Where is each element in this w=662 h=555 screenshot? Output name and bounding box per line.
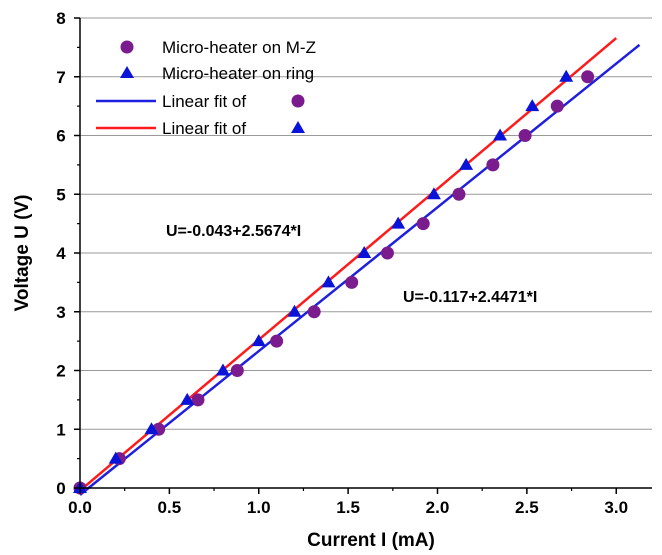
grid-lines [80, 17, 652, 430]
x-ticks: 0.0 0.5 1.0 1.5 2.0 2.5 3.0 [68, 488, 628, 517]
point-mz-3 [191, 393, 205, 407]
legend-label-fit-mz: Linear fit of [162, 92, 246, 111]
x-tick-label-3: 1.5 [336, 498, 360, 517]
fit-equation-mz: U=-0.117+2.4471*I [403, 289, 537, 306]
point-mz-9 [416, 217, 430, 231]
y-tick-label-8: 8 [56, 9, 65, 28]
point-ring-4 [216, 363, 230, 376]
point-ring-11 [459, 157, 474, 170]
y-tick-label-7: 7 [56, 68, 65, 87]
fit-lines [79, 37, 641, 496]
point-ring-8 [357, 246, 372, 258]
y-axis-title: Voltage U (V) [12, 195, 33, 312]
axes: 0.0 0.5 1.0 1.5 2.0 2.5 3.0 0 1 2 3 4 5 6 7 8 [56, 9, 652, 517]
y-tick-label-0: 0 [56, 479, 65, 498]
point-ring-6 [287, 304, 302, 317]
legend-marker-ring [120, 66, 134, 78]
point-mz-8 [380, 246, 394, 260]
point-mz-5 [270, 334, 284, 348]
legend-label-fit-ring: Linear fit of [162, 119, 246, 138]
point-ring-1 [108, 451, 123, 464]
legend-marker-mz [120, 40, 134, 54]
fit-equation-ring: U=-0.043+2.5674*I [166, 223, 301, 240]
point-ring-10 [426, 187, 441, 200]
point-ring-12 [493, 128, 508, 141]
legend-fit-marker-mz [291, 94, 305, 108]
x-axis-title: Current I (mA) [307, 530, 435, 551]
point-ring-3 [180, 392, 195, 405]
point-mz-6 [307, 305, 321, 319]
y-tick-label-3: 3 [56, 303, 65, 322]
point-ring-5 [251, 334, 266, 347]
fit-line-0 [79, 43, 641, 496]
y-ticks: 0 1 2 3 4 5 6 7 8 [56, 9, 80, 498]
legend: Micro-heater on M-Z Micro-heater on ring… [96, 38, 316, 138]
y-tick-label-4: 4 [56, 244, 66, 263]
point-ring-7 [321, 275, 336, 288]
legend-label-ring: Micro-heater on ring [162, 64, 314, 83]
y-tick-label-5: 5 [56, 185, 65, 204]
legend-fit-marker-ring [291, 121, 305, 133]
x-tick-label-1: 0.5 [158, 498, 182, 517]
point-mz-10 [452, 187, 466, 201]
point-mz-14 [581, 70, 595, 84]
y-tick-label-2: 2 [56, 362, 65, 381]
point-ring-13 [525, 99, 540, 112]
point-ring-9 [391, 216, 406, 229]
point-mz-13 [550, 99, 564, 113]
data-points [73, 69, 595, 495]
point-ring-2 [144, 422, 159, 435]
x-tick-label-5: 2.5 [515, 498, 539, 517]
y-tick-label-6: 6 [56, 127, 65, 146]
x-tick-label-2: 1.0 [247, 498, 271, 517]
x-tick-label-0: 0.0 [68, 498, 92, 517]
point-mz-11 [486, 158, 500, 172]
x-tick-label-6: 3.0 [604, 498, 628, 517]
point-mz-7 [345, 275, 359, 289]
x-tick-label-4: 2.0 [426, 498, 450, 517]
y-tick-label-1: 1 [56, 420, 65, 439]
legend-label-mz: Micro-heater on M-Z [162, 38, 316, 57]
fit-line-1 [79, 37, 618, 492]
point-ring-14 [559, 69, 574, 82]
point-mz-12 [518, 129, 532, 142]
point-mz-4 [230, 364, 244, 377]
